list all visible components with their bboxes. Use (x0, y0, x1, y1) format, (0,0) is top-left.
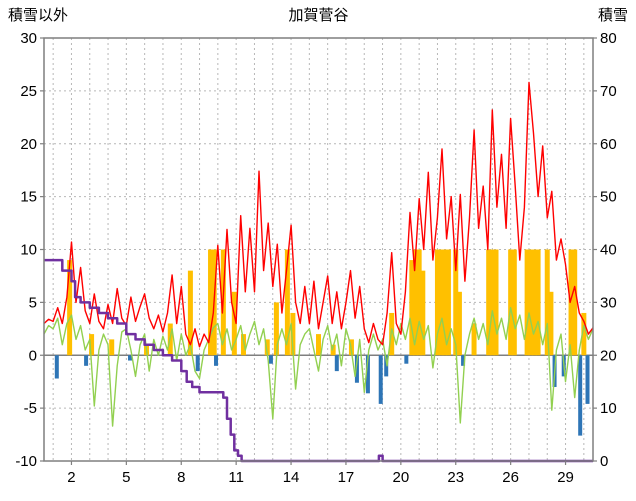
green-line (43, 307, 594, 427)
svg-text:15: 15 (20, 189, 37, 206)
right-axis-title: 積雪 (597, 7, 628, 24)
svg-text:-5: -5 (24, 400, 37, 417)
svg-text:30: 30 (600, 294, 617, 311)
snow-depth-line (44, 258, 593, 463)
left-axis-title: 積雪以外 (8, 7, 69, 24)
svg-text:0: 0 (29, 347, 37, 364)
svg-text:50: 50 (600, 189, 617, 206)
right-tick-labels: 80 70 60 50 40 30 20 10 0 (593, 30, 617, 470)
svg-text:40: 40 (600, 242, 617, 259)
svg-text:23: 23 (447, 469, 464, 486)
svg-text:20: 20 (20, 136, 37, 153)
svg-text:8: 8 (177, 469, 185, 486)
svg-text:10: 10 (20, 242, 37, 259)
svg-text:60: 60 (600, 136, 617, 153)
svg-text:25: 25 (20, 83, 37, 100)
svg-text:11: 11 (228, 469, 244, 486)
svg-text:29: 29 (557, 469, 574, 486)
svg-text:20: 20 (393, 469, 410, 486)
svg-text:20: 20 (600, 347, 617, 364)
svg-text:80: 80 (600, 30, 617, 47)
svg-text:0: 0 (600, 453, 608, 470)
svg-text:2: 2 (67, 469, 75, 486)
svg-text:26: 26 (502, 469, 519, 486)
chart-title: 加賀菅谷 (288, 7, 349, 24)
svg-text:14: 14 (283, 469, 300, 486)
svg-text:70: 70 (600, 83, 617, 100)
red-line (43, 81, 594, 348)
svg-text:10: 10 (600, 400, 617, 417)
svg-text:30: 30 (20, 30, 37, 47)
svg-text:-10: -10 (15, 453, 37, 470)
svg-text:5: 5 (122, 469, 130, 486)
svg-text:17: 17 (338, 469, 355, 486)
precipitation-bars (54, 355, 590, 436)
svg-text:5: 5 (29, 294, 37, 311)
x-tick-labels: 2 5 8 11 14 17 20 23 26 29 (67, 461, 574, 486)
left-tick-labels: 30 25 20 15 10 5 0 -5 -10 (15, 30, 44, 470)
